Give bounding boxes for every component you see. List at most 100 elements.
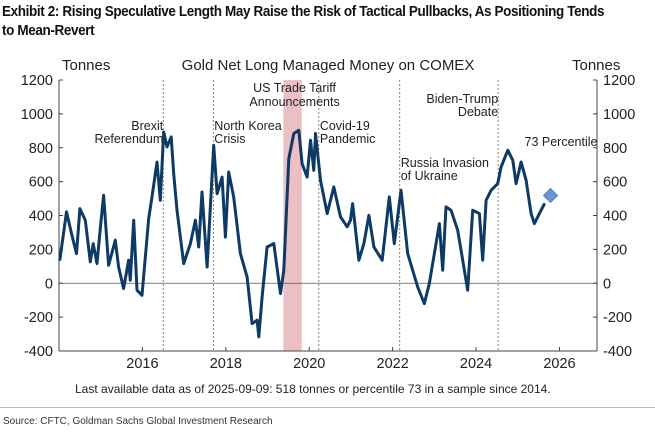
event-label: North Korea [214,119,281,133]
data-point [227,171,230,173]
data-point [239,252,242,255]
y-tick-label-left: 200 [29,242,53,258]
data-point [132,219,135,222]
data-point [456,229,459,232]
data-point [256,319,258,321]
shaded-label-line2: Announcements [249,95,339,109]
x-tick-label: 2024 [460,356,492,372]
data-point [333,186,335,188]
last-point-marker [542,187,559,204]
data-point [224,236,227,238]
data-point [65,211,68,213]
data-point [89,261,92,263]
data-point [75,252,78,255]
shaded-label-line1: US Trade Tariff [253,81,336,95]
exhibit-title: Exhibit 2: Rising Speculative Length May… [2,4,605,39]
data-point [59,259,61,262]
data-point [485,199,487,202]
data-point [441,269,444,272]
data-point [287,157,290,160]
data-point [189,242,192,245]
y-tick-label-right: -400 [603,344,632,360]
y-tick-label-left: -400 [24,344,53,360]
data-point [298,129,300,132]
data-point [136,289,138,291]
data-point [438,222,441,225]
event-label: Biden-Trump [426,92,498,106]
data-point [490,189,492,192]
data-point [151,196,153,198]
data-point [471,209,474,212]
data-point [363,242,365,245]
data-point [349,219,352,222]
data-point [162,131,165,133]
data-point [301,162,303,165]
data-point [538,212,541,215]
y-tick-label-left: 0 [45,276,53,292]
data-point [156,161,158,163]
data-point [257,336,260,338]
y-axis-label-left: Tonnes [62,57,110,74]
divider [0,407,655,408]
y-tick-label-right: 400 [603,209,627,225]
event-label: Russia Invasion [401,156,489,170]
y-tick-label-right: 0 [603,276,611,292]
data-point [346,226,348,228]
data-point [246,276,248,278]
x-tick-label: 2020 [293,356,325,372]
data-point [129,279,132,282]
data-point [543,202,546,205]
data-point [251,322,253,325]
data-point [388,196,391,198]
y-tick-label-left: 600 [29,175,53,191]
data-point [166,146,168,148]
event-label: Debate [458,105,498,119]
data-point [339,216,342,218]
y-tick-label-right: 200 [603,242,627,258]
data-point [70,232,73,235]
x-tick-label: 2016 [126,356,158,372]
data-point [393,242,396,245]
data-point [99,227,102,230]
y-tick-label-right: 800 [603,141,627,157]
y-tick-label-left: 1000 [21,107,53,123]
data-point [319,179,322,182]
data-point [351,202,354,205]
data-point [127,259,130,262]
data-point [96,262,98,265]
data-point [84,219,87,222]
y-axis-label-right: Tonnes [572,57,620,74]
y-tick-label-right: 1200 [603,73,635,89]
data-point [461,259,464,262]
data-point [400,189,402,192]
source-note: Source: CFTC, Goldman Sachs Global Inves… [3,416,273,427]
data-point [313,169,315,172]
data-point [232,196,235,198]
data-point [466,289,469,291]
data-point [221,176,223,178]
data-point [478,212,481,215]
data-point [445,206,447,208]
data-point [358,259,360,262]
data-point [261,296,263,298]
data-point [520,161,522,163]
data-point [293,132,295,135]
data-point [206,266,208,268]
data-point [309,139,312,142]
data-point [496,182,499,185]
data-point [114,239,117,242]
data-point [481,259,484,262]
data-point [314,132,317,135]
data-point [216,192,218,195]
data-point [159,199,162,202]
data-point [506,149,509,152]
chart-title: Gold Net Long Managed Money on COMEX [182,57,475,74]
data-point [122,287,125,290]
data-point [194,219,197,222]
event-label: Pandemic [320,132,376,146]
data-point [172,172,175,175]
y-tick-label-left: 800 [29,141,53,157]
y-tick-label-right: -200 [603,310,632,326]
